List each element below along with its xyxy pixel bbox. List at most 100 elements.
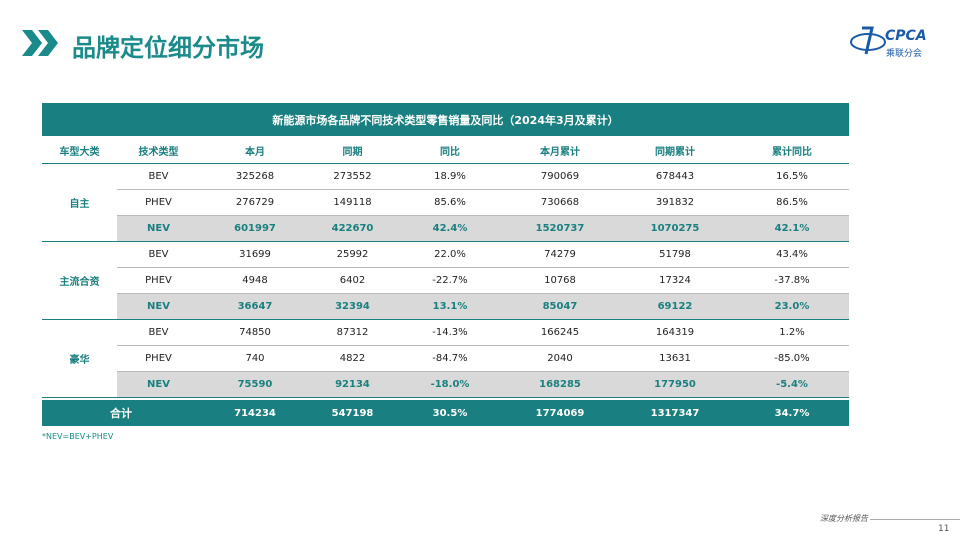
footer-rule [870, 519, 960, 520]
nev-row-bg [117, 372, 849, 397]
column-header: 累计同比 [772, 146, 812, 158]
total-cell: 714234 [234, 407, 276, 419]
total-row-bg [42, 400, 849, 426]
nev-row-bg [117, 294, 849, 319]
group-name: 主流合资 [59, 277, 100, 288]
data-cell: PHEV [145, 197, 172, 208]
footer-text: 深度分析报告 [820, 514, 868, 523]
row-rule [117, 267, 849, 268]
total-cell: 34.7% [774, 407, 810, 419]
nev-cell: 75590 [237, 379, 273, 390]
data-cell: 166245 [540, 327, 580, 338]
data-cell: 790069 [540, 171, 580, 182]
nev-cell: 36647 [237, 301, 273, 312]
data-cell: 164319 [655, 327, 695, 338]
logo-brand: CPCA [885, 28, 927, 44]
column-header: 本月 [245, 146, 265, 158]
data-cell: 6402 [339, 275, 366, 286]
data-cell: 273552 [333, 171, 372, 182]
data-cell: 391832 [655, 197, 695, 208]
data-cell: 85.6% [434, 197, 466, 208]
nev-cell: 168285 [539, 379, 581, 390]
data-cell: -37.8% [774, 275, 810, 286]
row-rule [42, 241, 849, 242]
nev-cell: 13.1% [432, 301, 468, 312]
nev-cell: 1520737 [535, 223, 585, 234]
total-cell: 1317347 [650, 407, 700, 419]
column-header: 技术类型 [138, 146, 179, 158]
nev-cell: -18.0% [430, 379, 470, 390]
data-cell: 16.5% [776, 171, 808, 182]
data-cell: 730668 [540, 197, 580, 208]
column-header: 同期 [342, 146, 363, 158]
data-cell: 149118 [333, 197, 372, 208]
footnote: *NEV=BEV+PHEV [42, 432, 114, 441]
data-cell: -84.7% [432, 353, 468, 364]
data-cell: BEV [148, 327, 169, 338]
data-cell: -14.3% [432, 327, 468, 338]
column-header: 本月累计 [540, 146, 580, 158]
nev-cell: NEV [147, 223, 170, 234]
table-title: 新能源市场各品牌不同技术类型零售销量及同比（2024年3月及累计） [42, 103, 849, 136]
group-name: 自主 [69, 199, 90, 210]
total-cell: 30.5% [432, 407, 468, 419]
data-cell: 276729 [235, 197, 275, 208]
data-cell: 1.2% [779, 327, 805, 338]
nev-cell: NEV [147, 301, 170, 312]
data-cell: -85.0% [774, 353, 810, 364]
nev-cell: 422670 [331, 223, 374, 234]
data-cell: 22.0% [434, 249, 466, 260]
rule [42, 163, 849, 164]
data-cell: PHEV [145, 353, 172, 364]
column-header: 车型大类 [59, 146, 100, 158]
nev-cell: 42.1% [774, 223, 810, 234]
nev-cell: 1070275 [650, 223, 700, 234]
nev-cell: 177950 [654, 379, 696, 390]
data-cell: 2040 [547, 353, 573, 364]
column-header: 同期累计 [655, 146, 695, 158]
nev-cell: -5.4% [776, 379, 808, 390]
row-rule [42, 397, 849, 398]
data-cell: 740 [245, 353, 265, 364]
row-rule [117, 371, 849, 372]
logo-mark [850, 26, 886, 55]
nev-row-bg [117, 216, 849, 241]
nev-cell: 601997 [234, 223, 276, 234]
data-cell: 4948 [242, 275, 268, 286]
row-rule [117, 293, 849, 294]
row-rule [42, 319, 849, 320]
nev-cell: 42.4% [432, 223, 468, 234]
data-cell: 4822 [339, 353, 366, 364]
nev-cell: 85047 [542, 301, 578, 312]
data-cell: PHEV [145, 275, 172, 286]
nev-cell: 23.0% [774, 301, 810, 312]
nev-cell: 69122 [657, 301, 693, 312]
data-cell: 678443 [655, 171, 695, 182]
nev-cell: NEV [147, 379, 170, 390]
nev-cell: 32394 [335, 301, 370, 312]
column-header: 同比 [440, 146, 460, 158]
row-rule [117, 215, 849, 216]
data-cell: 51798 [659, 249, 691, 260]
data-cell: 13631 [659, 353, 691, 364]
data-cell: 43.4% [776, 249, 808, 260]
data-cell: 17324 [659, 275, 691, 286]
data-cell: 25992 [336, 249, 369, 260]
data-cell: 18.9% [434, 171, 466, 182]
logo-name: 乘联分会 [886, 49, 923, 59]
total-cell: 547198 [331, 407, 374, 419]
data-cell: -22.7% [432, 275, 468, 286]
data-cell: 31699 [239, 249, 271, 260]
row-rule [117, 189, 849, 190]
data-cell: 87312 [336, 327, 369, 338]
data-cell: 74279 [544, 249, 576, 260]
page-title: 品牌定位细分市场 [72, 34, 264, 62]
page-number: 11 [938, 524, 950, 534]
total-cell: 1774069 [535, 407, 585, 419]
data-cell: 86.5% [776, 197, 808, 208]
data-cell: 74850 [239, 327, 271, 338]
data-cell: BEV [148, 171, 169, 182]
chevron-icon [22, 30, 58, 56]
nev-cell: 92134 [335, 379, 370, 390]
